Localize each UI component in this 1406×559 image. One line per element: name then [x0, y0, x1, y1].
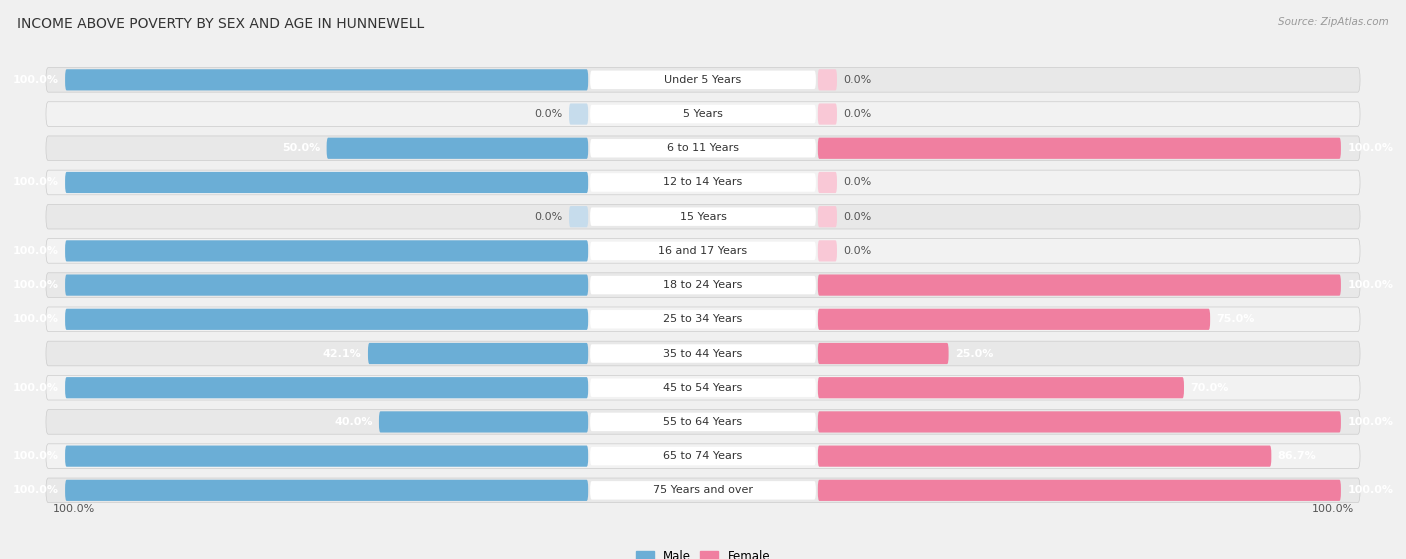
FancyBboxPatch shape	[46, 376, 1360, 400]
Text: INCOME ABOVE POVERTY BY SEX AND AGE IN HUNNEWELL: INCOME ABOVE POVERTY BY SEX AND AGE IN H…	[17, 17, 425, 31]
Text: 0.0%: 0.0%	[534, 212, 562, 222]
FancyBboxPatch shape	[818, 309, 1211, 330]
Text: 0.0%: 0.0%	[844, 212, 872, 222]
FancyBboxPatch shape	[818, 411, 1341, 433]
FancyBboxPatch shape	[569, 103, 588, 125]
FancyBboxPatch shape	[591, 481, 815, 500]
Text: 100.0%: 100.0%	[13, 280, 59, 290]
Text: 100.0%: 100.0%	[13, 246, 59, 256]
Text: 5 Years: 5 Years	[683, 109, 723, 119]
Text: 0.0%: 0.0%	[844, 177, 872, 187]
FancyBboxPatch shape	[46, 410, 1360, 434]
FancyBboxPatch shape	[818, 138, 1341, 159]
Text: 45 to 54 Years: 45 to 54 Years	[664, 383, 742, 393]
Text: Source: ZipAtlas.com: Source: ZipAtlas.com	[1278, 17, 1389, 27]
FancyBboxPatch shape	[591, 139, 815, 158]
FancyBboxPatch shape	[591, 310, 815, 329]
FancyBboxPatch shape	[65, 240, 588, 262]
FancyBboxPatch shape	[818, 172, 837, 193]
Text: 55 to 64 Years: 55 to 64 Years	[664, 417, 742, 427]
Legend: Male, Female: Male, Female	[631, 546, 775, 559]
FancyBboxPatch shape	[818, 480, 1341, 501]
FancyBboxPatch shape	[46, 444, 1360, 468]
Text: Under 5 Years: Under 5 Years	[665, 75, 741, 85]
FancyBboxPatch shape	[818, 343, 949, 364]
FancyBboxPatch shape	[591, 378, 815, 397]
FancyBboxPatch shape	[591, 105, 815, 124]
Text: 75.0%: 75.0%	[1216, 314, 1256, 324]
Text: 100.0%: 100.0%	[1347, 280, 1393, 290]
Text: 16 and 17 Years: 16 and 17 Years	[658, 246, 748, 256]
FancyBboxPatch shape	[65, 377, 588, 399]
FancyBboxPatch shape	[818, 69, 837, 91]
Text: 15 Years: 15 Years	[679, 212, 727, 222]
FancyBboxPatch shape	[65, 172, 588, 193]
Text: 25 to 34 Years: 25 to 34 Years	[664, 314, 742, 324]
Text: 100.0%: 100.0%	[13, 314, 59, 324]
FancyBboxPatch shape	[818, 446, 1271, 467]
FancyBboxPatch shape	[65, 480, 588, 501]
FancyBboxPatch shape	[326, 138, 588, 159]
FancyBboxPatch shape	[818, 206, 837, 228]
Text: 42.1%: 42.1%	[323, 348, 361, 358]
Text: 18 to 24 Years: 18 to 24 Years	[664, 280, 742, 290]
Text: 100.0%: 100.0%	[13, 177, 59, 187]
Text: 40.0%: 40.0%	[335, 417, 373, 427]
FancyBboxPatch shape	[591, 344, 815, 363]
FancyBboxPatch shape	[368, 343, 588, 364]
Text: 100.0%: 100.0%	[1347, 485, 1393, 495]
FancyBboxPatch shape	[46, 205, 1360, 229]
Text: 12 to 14 Years: 12 to 14 Years	[664, 177, 742, 187]
FancyBboxPatch shape	[591, 241, 815, 260]
FancyBboxPatch shape	[46, 341, 1360, 366]
Text: 100.0%: 100.0%	[1347, 417, 1393, 427]
Text: 50.0%: 50.0%	[283, 143, 321, 153]
FancyBboxPatch shape	[46, 307, 1360, 331]
FancyBboxPatch shape	[569, 206, 588, 228]
Text: 0.0%: 0.0%	[844, 246, 872, 256]
Text: 70.0%: 70.0%	[1191, 383, 1229, 393]
Text: 86.7%: 86.7%	[1278, 451, 1316, 461]
FancyBboxPatch shape	[46, 136, 1360, 160]
FancyBboxPatch shape	[591, 413, 815, 431]
FancyBboxPatch shape	[46, 273, 1360, 297]
Text: 65 to 74 Years: 65 to 74 Years	[664, 451, 742, 461]
FancyBboxPatch shape	[46, 478, 1360, 503]
FancyBboxPatch shape	[591, 173, 815, 192]
FancyBboxPatch shape	[65, 69, 588, 91]
FancyBboxPatch shape	[818, 103, 837, 125]
Text: 0.0%: 0.0%	[534, 109, 562, 119]
Text: 75 Years and over: 75 Years and over	[652, 485, 754, 495]
FancyBboxPatch shape	[46, 170, 1360, 195]
Text: 35 to 44 Years: 35 to 44 Years	[664, 348, 742, 358]
FancyBboxPatch shape	[591, 207, 815, 226]
FancyBboxPatch shape	[591, 70, 815, 89]
Text: 100.0%: 100.0%	[52, 504, 94, 514]
FancyBboxPatch shape	[818, 274, 1341, 296]
FancyBboxPatch shape	[380, 411, 588, 433]
FancyBboxPatch shape	[818, 240, 837, 262]
Text: 100.0%: 100.0%	[13, 75, 59, 85]
FancyBboxPatch shape	[591, 447, 815, 465]
FancyBboxPatch shape	[591, 276, 815, 295]
Text: 25.0%: 25.0%	[955, 348, 994, 358]
FancyBboxPatch shape	[46, 102, 1360, 126]
Text: 100.0%: 100.0%	[1347, 143, 1393, 153]
FancyBboxPatch shape	[46, 68, 1360, 92]
FancyBboxPatch shape	[46, 239, 1360, 263]
Text: 0.0%: 0.0%	[844, 75, 872, 85]
Text: 6 to 11 Years: 6 to 11 Years	[666, 143, 740, 153]
Text: 100.0%: 100.0%	[13, 383, 59, 393]
FancyBboxPatch shape	[65, 274, 588, 296]
Text: 100.0%: 100.0%	[13, 451, 59, 461]
FancyBboxPatch shape	[65, 309, 588, 330]
FancyBboxPatch shape	[818, 377, 1184, 399]
FancyBboxPatch shape	[65, 446, 588, 467]
Text: 100.0%: 100.0%	[13, 485, 59, 495]
Text: 100.0%: 100.0%	[1312, 504, 1354, 514]
Text: 0.0%: 0.0%	[844, 109, 872, 119]
